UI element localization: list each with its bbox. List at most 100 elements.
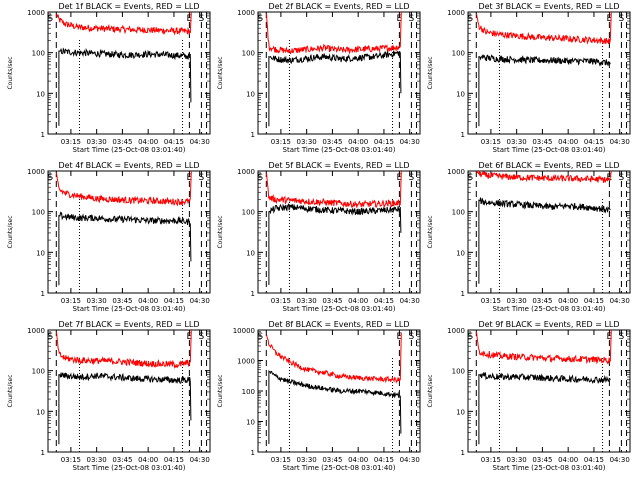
y-tick-label: 1 — [461, 131, 465, 139]
x-tick-label: 04:15 — [584, 456, 604, 464]
event-marker-label: S — [409, 173, 415, 183]
y-tick-label: 10 — [246, 419, 255, 427]
y-tick-label: 1000 — [27, 9, 45, 17]
lld-series-line — [56, 170, 192, 207]
y-tick-label: 10 — [456, 90, 465, 98]
event-marker-label: E — [397, 332, 403, 342]
event-marker-label: S — [199, 14, 205, 24]
x-tick-label: 03:45 — [532, 456, 552, 464]
x-tick-label: 04:30 — [190, 138, 210, 146]
y-axis-label: Counts/sec — [427, 374, 434, 407]
y-axis-label: Counts/sec — [7, 56, 14, 89]
y-tick-label: 1 — [251, 449, 255, 457]
events-series-line — [58, 372, 192, 445]
x-tick-label: 03:30 — [507, 138, 527, 146]
x-tick-label: 03:30 — [87, 297, 107, 305]
event-marker-label: S — [257, 332, 263, 342]
x-tick-label: 03:15 — [61, 297, 81, 305]
x-tick-label: 03:15 — [481, 138, 501, 146]
x-tick-label: 04:00 — [138, 456, 158, 464]
event-marker-label: S — [257, 14, 263, 24]
events-series-line — [268, 50, 402, 127]
event-marker-label: E — [187, 14, 193, 24]
y-tick-label: 1000 — [237, 168, 255, 176]
events-series-line — [268, 202, 402, 285]
lld-series-line — [476, 329, 612, 365]
x-tick-label: 04:30 — [190, 297, 210, 305]
x-tick-label: 03:15 — [271, 297, 291, 305]
x-tick-label: 04:30 — [400, 138, 420, 146]
y-tick-label: 100 — [452, 368, 465, 376]
x-tick-label: 03:15 — [481, 297, 501, 305]
x-tick-label: 03:30 — [507, 456, 527, 464]
panel-title: Det 6f BLACK = Events, RED = LLD — [478, 161, 619, 170]
x-tick-label: 04:00 — [558, 138, 578, 146]
y-tick-label: 1000 — [27, 327, 45, 335]
panel-title: Det 9f BLACK = Events, RED = LLD — [478, 320, 619, 329]
event-marker-label: S — [467, 332, 473, 342]
detector-panel-8: Det 8f BLACK = Events, RED = LLD 1 10 100 10… — [217, 320, 421, 472]
x-tick-label: 03:30 — [297, 297, 317, 305]
y-tick-label: 10 — [456, 408, 465, 416]
event-marker-label: S — [47, 14, 53, 24]
x-tick-label: 03:30 — [297, 138, 317, 146]
x-tick-label: 04:15 — [164, 456, 184, 464]
event-marker-label: E — [397, 173, 403, 183]
x-tick-label: 04:00 — [348, 297, 368, 305]
x-tick-label: 03:45 — [532, 138, 552, 146]
events-series-line — [478, 54, 611, 127]
x-tick-label: 03:30 — [87, 138, 107, 146]
x-tick-label: 04:30 — [190, 456, 210, 464]
detector-panel-2: Det 2f BLACK = Events, RED = LLD 1 10 100 10… — [217, 2, 421, 154]
x-axis-label: Start Time (25-Oct-08 03:01:40) — [493, 464, 606, 472]
y-axis-label: Counts/sec — [217, 56, 224, 89]
y-tick-label: 1000 — [447, 9, 465, 17]
lld-series-line — [266, 170, 402, 208]
event-marker-label: S — [409, 332, 415, 342]
x-tick-label: 03:15 — [61, 138, 81, 146]
lld-series-line — [56, 11, 192, 36]
plot-frame — [47, 329, 211, 453]
y-axis-label: Counts/sec — [217, 215, 224, 248]
panel-title: Det 1f BLACK = Events, RED = LLD — [58, 2, 199, 11]
y-tick-label: 100 — [32, 50, 45, 58]
panel-title: Det 5f BLACK = Events, RED = LLD — [268, 161, 409, 170]
x-tick-label: 04:15 — [164, 138, 184, 146]
y-axis-label: Counts/sec — [427, 215, 434, 248]
x-tick-label: 03:15 — [61, 456, 81, 464]
y-tick-label: 1 — [461, 290, 465, 298]
x-tick-label: 03:15 — [271, 456, 291, 464]
x-tick-label: 04:30 — [610, 138, 630, 146]
detector-panel-4: Det 4f BLACK = Events, RED = LLD 1 10 100 10… — [7, 161, 211, 313]
event-marker-label: S — [47, 332, 53, 342]
x-tick-label: 04:15 — [374, 138, 394, 146]
event-marker-label: S — [47, 173, 53, 183]
event-marker-label: S — [467, 14, 473, 24]
y-tick-label: 1 — [251, 290, 255, 298]
event-marker-label: E — [607, 173, 613, 183]
x-tick-label: 04:30 — [400, 456, 420, 464]
x-tick-label: 03:45 — [112, 456, 132, 464]
y-tick-label: 100 — [32, 368, 45, 376]
lld-series-line — [56, 329, 192, 370]
event-marker-label: E — [397, 14, 403, 24]
x-tick-label: 04:00 — [558, 297, 578, 305]
y-axis-label: Counts/sec — [427, 56, 434, 89]
x-tick-label: 04:15 — [374, 297, 394, 305]
event-marker-label: E — [187, 332, 193, 342]
x-axis-label: Start Time (25-Oct-08 03:01:40) — [283, 464, 396, 472]
x-tick-label: 03:30 — [87, 456, 107, 464]
plot-frame — [467, 329, 631, 453]
panel-title: Det 2f BLACK = Events, RED = LLD — [268, 2, 409, 11]
x-tick-label: 04:00 — [348, 138, 368, 146]
x-tick-label: 03:45 — [112, 138, 132, 146]
y-tick-label: 1000 — [447, 327, 465, 335]
y-tick-label: 10 — [456, 249, 465, 257]
x-tick-label: 03:15 — [481, 456, 501, 464]
event-marker-label: S — [619, 14, 625, 24]
plot-frame — [467, 11, 631, 135]
event-marker-label: S — [409, 14, 415, 24]
x-tick-label: 04:15 — [374, 456, 394, 464]
x-axis-label: Start Time (25-Oct-08 03:01:40) — [283, 146, 396, 154]
x-tick-label: 04:15 — [584, 138, 604, 146]
